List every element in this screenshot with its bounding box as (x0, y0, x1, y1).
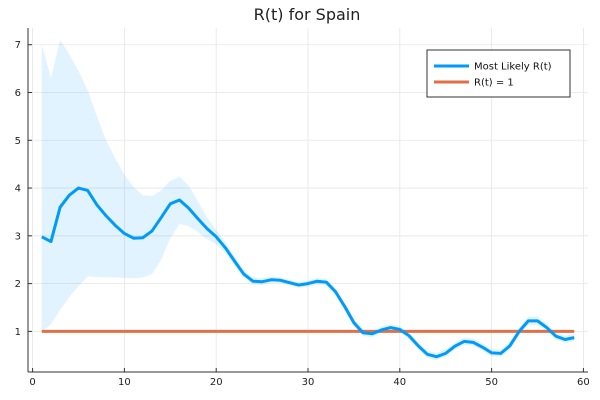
most-likely-rt-line (41, 186, 575, 359)
legend: Most Likely R(t) R(t) = 1 (426, 49, 571, 98)
x-tick-label: 50 (485, 377, 498, 388)
x-tick-label: 30 (302, 377, 315, 388)
y-tick-label: 4 (15, 184, 21, 195)
y-axis-ticks: 1 2 3 4 5 6 7 (15, 40, 32, 338)
series-lines (41, 186, 575, 359)
legend-box (426, 49, 571, 98)
x-tick-label: 10 (118, 377, 131, 388)
chart-title: R(t) for Spain (254, 5, 361, 24)
y-tick-label: 1 (15, 327, 21, 338)
legend-label: R(t) = 1 (474, 78, 514, 89)
x-tick-label: 0 (29, 377, 35, 388)
y-tick-label: 5 (15, 136, 21, 147)
y-tick-label: 2 (15, 279, 21, 290)
x-tick-label: 20 (210, 377, 223, 388)
y-tick-label: 6 (15, 88, 21, 99)
x-tick-label: 60 (577, 377, 590, 388)
x-tick-label: 40 (393, 377, 406, 388)
y-tick-label: 7 (15, 40, 21, 51)
y-tick-label: 3 (15, 231, 21, 242)
legend-label: Most Likely R(t) (474, 62, 552, 73)
x-axis-ticks: 0 10 20 30 40 50 60 (29, 368, 590, 388)
